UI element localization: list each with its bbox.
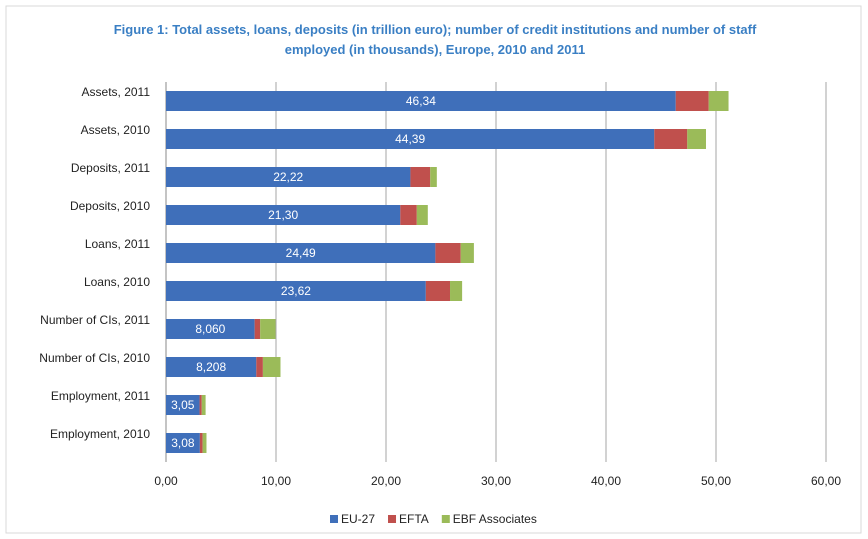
x-tick-label: 10,00 (261, 474, 291, 488)
y-tick-label: Loans, 2011 (85, 237, 150, 251)
bar-segment (654, 129, 688, 149)
bar-segment (435, 243, 461, 263)
bar-segment (687, 129, 706, 149)
bar-segment (430, 167, 437, 187)
bar-segment (166, 205, 401, 225)
legend-label: EBF Associates (453, 512, 537, 526)
bar-segment (166, 281, 426, 301)
y-tick-label: Deposits, 2011 (71, 161, 150, 175)
value-label: 8,060 (195, 322, 225, 336)
bar-segment (199, 395, 202, 415)
legend-label: EFTA (399, 512, 429, 526)
x-tick-label: 50,00 (701, 474, 731, 488)
y-tick-label: Assets, 2010 (81, 123, 151, 137)
y-tick-label: Number of CIs, 2011 (40, 313, 150, 327)
bar-segment (166, 395, 200, 415)
legend-swatch (441, 515, 450, 523)
bar-segment (166, 357, 257, 377)
y-tick-label: Deposits, 2010 (70, 199, 150, 213)
bar-segment (708, 91, 729, 111)
chart-title: Figure 1: Total assets, loans, deposits … (113, 22, 757, 57)
y-tick-label: Loans, 2010 (84, 275, 150, 289)
bar-segment (425, 281, 451, 301)
bar-segment (166, 167, 411, 187)
value-label: 46,34 (406, 94, 436, 108)
bar-segment (460, 243, 474, 263)
bar-segment (166, 433, 200, 453)
y-tick-label: Employment, 2010 (50, 427, 150, 441)
bar-segment (256, 357, 263, 377)
legend-swatch (330, 515, 338, 523)
y-tick-label: Number of CIs, 2010 (39, 351, 150, 365)
bar-segment (262, 357, 281, 377)
bar-segment (199, 433, 203, 453)
value-label: 3,08 (171, 436, 195, 450)
value-label: 8,208 (196, 360, 226, 374)
bar-segment (410, 167, 431, 187)
value-label: 23,62 (281, 284, 311, 298)
bar-segment (202, 433, 207, 453)
x-tick-label: 30,00 (481, 474, 511, 488)
bar-segment (675, 91, 709, 111)
x-tick-label: 20,00 (371, 474, 401, 488)
y-tick-label: Assets, 2011 (82, 85, 151, 99)
bar-segment (166, 319, 255, 339)
value-label: 22,22 (273, 170, 303, 184)
bar-segment (166, 243, 436, 263)
bar-segment (201, 395, 206, 415)
value-label: 24,49 (286, 246, 316, 260)
x-tick-label: 40,00 (591, 474, 621, 488)
bar-segment (254, 319, 261, 339)
value-label: 44,39 (395, 132, 425, 146)
x-tick-label: 0,00 (154, 474, 178, 488)
legend-swatch (388, 515, 397, 523)
bar-segment (416, 205, 428, 225)
bar-segment (400, 205, 417, 225)
x-tick-label: 60,00 (811, 474, 841, 488)
value-label: 3,05 (171, 398, 195, 412)
bar-segment (450, 281, 463, 301)
bar-segment (260, 319, 276, 339)
legend-label: EU-27 (341, 512, 375, 526)
bar-segment (166, 129, 655, 149)
chart-border (5, 5, 862, 534)
bar-segment (166, 91, 676, 111)
y-tick-label: Employment, 2011 (51, 389, 150, 403)
value-label: 21,30 (268, 208, 298, 222)
